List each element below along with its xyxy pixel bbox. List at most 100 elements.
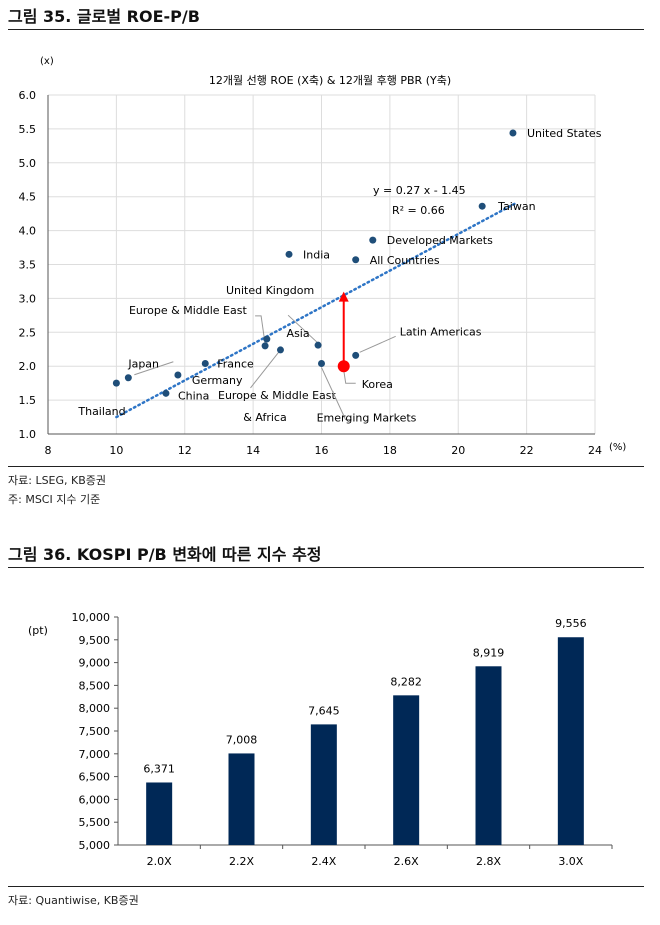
- leader-line: [359, 335, 396, 353]
- value-label: 7,645: [308, 704, 340, 717]
- leader-line: [255, 315, 266, 344]
- leader-line: [250, 349, 281, 389]
- data-point: [162, 389, 170, 397]
- bar: [475, 666, 502, 845]
- data-point: [112, 379, 120, 387]
- divider: [8, 29, 644, 30]
- divider: [8, 886, 644, 887]
- x-tick-label: 14: [246, 444, 260, 457]
- bar-chart: (pt) 5,000 5,500 6,000 6,500 7,000 7,500 8,000 8…: [28, 611, 613, 868]
- point-label: Europe & Middle East: [129, 304, 248, 317]
- point-label: United States: [527, 127, 602, 140]
- figure2-source: 자료: Quantiwise, KB증권: [8, 894, 139, 907]
- x-tick-label: 24: [588, 444, 602, 457]
- divider: [8, 466, 644, 467]
- trendline-r2: R² = 0.66: [392, 204, 445, 217]
- y-tick-label: 6.0: [19, 89, 37, 102]
- point-label: Latin Americas: [400, 325, 482, 338]
- bar: [557, 637, 584, 845]
- data-point: [201, 359, 209, 367]
- point-label: India: [303, 248, 330, 261]
- data-point: [509, 129, 517, 137]
- x-tick-label: 8: [45, 444, 52, 457]
- point-label: Thailand: [77, 405, 125, 418]
- bar: [228, 753, 255, 845]
- x-tick-label: 18: [383, 444, 397, 457]
- y-tick-label: 5,500: [79, 816, 111, 829]
- figure1-title: 그림 35. 글로벌 ROE-P/B: [8, 7, 200, 26]
- data-point: [276, 346, 284, 354]
- x-tick-label: 2.2X: [229, 855, 254, 868]
- figure1-source: 자료: LSEG, KB증권: [8, 474, 107, 487]
- chart-title: 12개월 선행 ROE (X축) & 12개월 후행 PBR (Y축): [209, 74, 451, 87]
- x-tick-label: 10: [109, 444, 123, 457]
- y-tick-label: 6,500: [79, 771, 111, 784]
- point-label: Korea: [362, 378, 393, 391]
- y-tick-label: 3.0: [19, 292, 37, 305]
- y-tick-label: 5,000: [79, 839, 111, 852]
- data-point: [352, 351, 360, 359]
- data-point: [314, 341, 322, 349]
- trendline-equation: y = 0.27 x - 1.45: [373, 184, 466, 197]
- y-tick-label: 1.5: [19, 394, 37, 407]
- point-label: & Africa: [243, 411, 286, 424]
- data-point: [174, 371, 182, 379]
- y-tick-label: 4.5: [19, 191, 37, 204]
- value-label: 9,556: [555, 617, 587, 630]
- y-tick-label: 5.0: [19, 157, 37, 170]
- x-tick-label: 22: [520, 444, 534, 457]
- arrow-head: [338, 291, 349, 302]
- y-tick-label: 5.5: [19, 123, 37, 136]
- y-axis-unit: (x): [40, 56, 54, 67]
- leader-line: [321, 367, 352, 420]
- x-tick-label: 2.8X: [476, 855, 501, 868]
- divider: [8, 567, 644, 568]
- x-tick-label: 2.6X: [394, 855, 419, 868]
- x-tick-label: 2.4X: [311, 855, 336, 868]
- y-tick-label: 9,000: [79, 657, 111, 670]
- data-point: [263, 335, 271, 343]
- x-tick-label: 12: [178, 444, 192, 457]
- y-tick-label: 6,000: [79, 793, 111, 806]
- leader-line: [134, 361, 174, 376]
- data-point: [352, 256, 360, 264]
- point-label: Emerging Markets: [317, 411, 417, 424]
- x-tick-label: 2.0X: [147, 855, 172, 868]
- bar: [393, 695, 420, 845]
- data-point: [318, 359, 325, 367]
- data-point: [261, 342, 269, 350]
- data-point: [478, 202, 486, 210]
- x-tick-label: 3.0X: [558, 855, 583, 868]
- leader-line: [343, 370, 356, 384]
- trendline: [115, 201, 518, 419]
- y-tick-label: 2.5: [19, 326, 37, 339]
- y-tick-label: 10,000: [72, 611, 111, 624]
- y-tick-label: 2.0: [19, 360, 37, 373]
- value-label: 7,008: [226, 733, 258, 746]
- y-tick-label: 7,500: [79, 725, 111, 738]
- y-tick-label: 1.0: [19, 428, 37, 441]
- x-tick-label: 16: [315, 444, 329, 457]
- figure2-title: 그림 36. KOSPI P/B 변화에 따른 지수 추정: [8, 545, 322, 564]
- point-label: Japan: [127, 358, 159, 371]
- scatter-chart: (x) 12개월 선행 ROE (X축) & 12개월 후행 PBR (Y축) 1.…: [19, 56, 627, 457]
- value-label: 8,919: [473, 646, 505, 659]
- y-tick-label: 3.5: [19, 259, 37, 272]
- value-label: 8,282: [390, 675, 422, 688]
- y-tick-label: 8,500: [79, 679, 111, 692]
- point-label: Europe & Middle East: [218, 389, 337, 402]
- point-label: Developed Markets: [387, 234, 493, 247]
- y-tick-label: 9,500: [79, 634, 111, 647]
- bar: [310, 724, 337, 845]
- point-label: United Kingdom: [226, 284, 314, 297]
- point-label: France: [217, 357, 254, 370]
- x-axis-unit: (%): [609, 442, 626, 453]
- y-tick-label: 7,000: [79, 748, 111, 761]
- point-label: Asia: [287, 327, 310, 340]
- y-tick-label: 8,000: [79, 702, 111, 715]
- point-label: Taiwan: [497, 200, 535, 213]
- leader-line: [287, 314, 319, 344]
- point-label: Germany: [192, 374, 243, 387]
- x-tick-label: 20: [451, 444, 465, 457]
